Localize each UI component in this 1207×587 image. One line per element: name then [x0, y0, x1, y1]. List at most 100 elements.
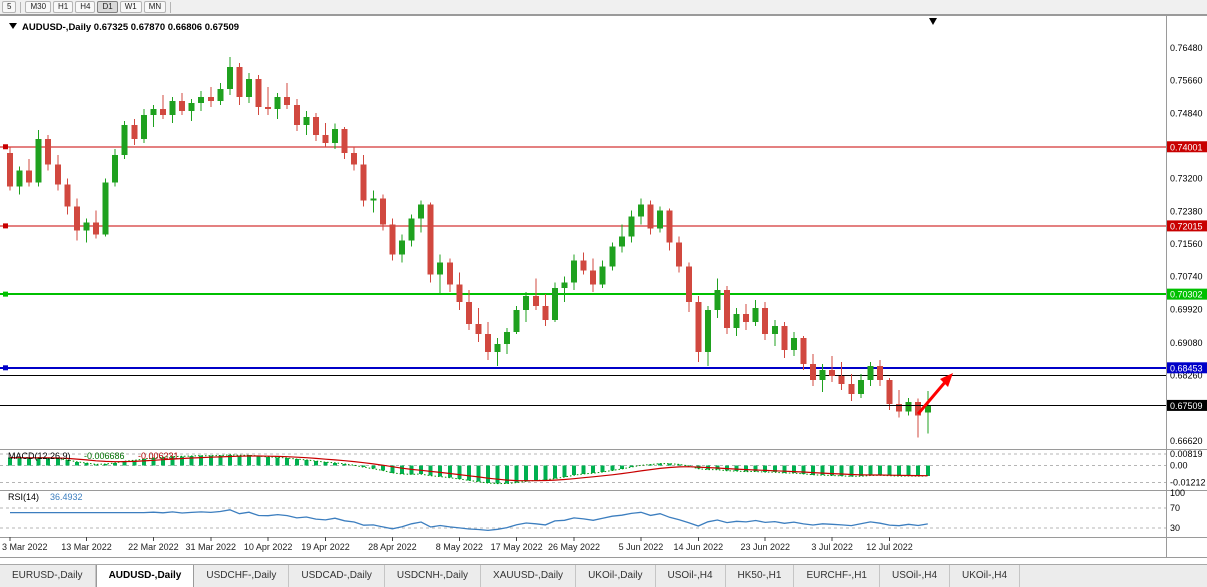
candle-body: [427, 204, 434, 275]
candle-body: [112, 154, 119, 183]
candle-body: [408, 218, 415, 241]
candle-body: [609, 246, 616, 267]
timeframe-toolbar: 5 M30 H1 H4 D1 W1 MN: [0, 0, 1207, 15]
macd-axis-label: 0.00: [1170, 461, 1188, 471]
rsi-value: 36.4932: [50, 492, 83, 502]
candle-body: [475, 324, 482, 335]
candle-body: [599, 266, 606, 285]
chart-canvas[interactable]: 0.76480 0.75660 0.74840 0.73200 0.72380 0.715…: [0, 15, 1207, 564]
level-line-anchor[interactable]: [3, 223, 8, 229]
candle-body: [532, 296, 539, 307]
candle-body: [351, 152, 358, 165]
candle-body: [332, 128, 339, 143]
tab-ukoil-daily[interactable]: UKOil-,Daily: [576, 565, 656, 587]
price-axis-label: 0.76480: [1170, 43, 1203, 53]
date-axis-label: 31 Mar 2022: [185, 542, 236, 552]
rsi-line: [10, 509, 928, 532]
level-line-anchor[interactable]: [3, 144, 8, 150]
candle-body: [274, 97, 281, 109]
candle-body: [102, 182, 109, 235]
trend-arrow[interactable]: [916, 380, 948, 415]
level-0.74001-badge: [1167, 141, 1207, 153]
candle-body: [370, 198, 377, 201]
date-axis-label: 19 Apr 2022: [301, 542, 350, 552]
timeframe-button-h4[interactable]: H4: [75, 1, 96, 13]
date-axis-label: 28 Apr 2022: [368, 542, 417, 552]
chart-shift-marker-icon[interactable]: [929, 18, 937, 25]
candle-body: [64, 184, 71, 207]
trend-arrow-head[interactable]: [940, 373, 953, 387]
candle-body: [93, 222, 100, 235]
candle-body: [762, 308, 769, 335]
timeframe-button-5[interactable]: 5: [2, 1, 17, 13]
candle-body: [389, 224, 396, 255]
level-line-anchor[interactable]: [3, 291, 8, 297]
tab-eurchf-h1[interactable]: EURCHF-,H1: [794, 565, 880, 587]
symbol-menu-icon[interactable]: [9, 23, 17, 29]
current-price-badge-label: 0.67509: [1170, 401, 1203, 411]
candle-body: [504, 332, 511, 345]
timeframe-button-d1[interactable]: D1: [97, 1, 118, 13]
candle-body: [341, 128, 348, 153]
rsi-label: RSI(14): [8, 492, 39, 502]
price-axis-label: 0.66620: [1170, 436, 1203, 446]
candle-body: [16, 170, 23, 187]
timeframe-button-mn[interactable]: MN: [143, 1, 167, 13]
candle-body: [437, 262, 444, 275]
macd-axis-label: 0.00819: [1170, 449, 1203, 459]
tab-eurusd-daily[interactable]: EURUSD-,Daily: [0, 565, 96, 587]
level-0.68453-badge-label: 0.68453: [1170, 363, 1203, 373]
candle-body: [150, 108, 157, 115]
price-axis-label: 0.72380: [1170, 206, 1203, 216]
candle-body: [418, 204, 425, 219]
tab-ukoil-h4[interactable]: UKOil-,H4: [950, 565, 1021, 587]
price-axis-label: 0.70740: [1170, 272, 1203, 282]
date-axis-label: 8 May 2022: [436, 542, 483, 552]
tab-usdcnh-daily[interactable]: USDCNH-,Daily: [384, 565, 482, 587]
candle-body: [666, 210, 673, 243]
candle-body: [54, 164, 61, 185]
tab-audusd-daily[interactable]: AUDUSD-,Daily: [95, 565, 195, 587]
candle-body: [140, 114, 147, 139]
tab-usoil-h4[interactable]: USOil-,H4: [880, 565, 951, 587]
chart-tabs-bar: EURUSD-,Daily AUDUSD-,Daily USDCHF-,Daily U…: [0, 564, 1207, 587]
level-line-anchor[interactable]: [3, 365, 8, 371]
tab-hk50-h1[interactable]: HK50-,H1: [725, 565, 795, 587]
date-axis-label: 12 Jul 2022: [866, 542, 913, 552]
candle-body: [637, 204, 644, 217]
candle-body: [657, 210, 664, 229]
candle-body: [236, 67, 243, 98]
candle-body: [733, 314, 740, 329]
timeframe-button-m30[interactable]: M30: [25, 1, 52, 13]
candle-body: [322, 134, 329, 143]
candle-body: [695, 302, 702, 352]
tab-usdchf-daily[interactable]: USDCHF-,Daily: [194, 565, 290, 587]
price-axis-label: 0.75660: [1170, 76, 1203, 86]
candle-body: [829, 369, 836, 376]
candle-body: [580, 260, 587, 271]
rsi-axis-label: 30: [1170, 523, 1180, 533]
timeframe-button-w1[interactable]: W1: [119, 1, 142, 13]
candle-body: [284, 97, 291, 105]
date-axis-label: 22 Mar 2022: [128, 542, 179, 552]
candle-body: [45, 138, 52, 165]
candle-body: [312, 116, 319, 135]
date-axis-label: 5 Jun 2022: [619, 542, 664, 552]
macd-signal-line: [10, 455, 928, 482]
date-axis-label: 3 Jul 2022: [811, 542, 853, 552]
price-axis-label: 0.74840: [1170, 108, 1203, 118]
tab-usoil-h4[interactable]: USOil-,H4: [655, 565, 726, 587]
candle-body: [857, 379, 864, 394]
tab-xauusd-daily[interactable]: XAUUSD-,Daily: [481, 565, 577, 587]
candle-body: [752, 308, 759, 323]
candle-body: [685, 266, 692, 303]
candle-body: [121, 124, 128, 155]
tab-usdcad-daily[interactable]: USDCAD-,Daily: [289, 565, 385, 587]
candle-body: [724, 290, 730, 329]
candle-body: [26, 170, 33, 183]
candle-body: [647, 204, 654, 229]
rsi-axis-label: 100: [1170, 488, 1185, 498]
timeframe-button-h1[interactable]: H1: [53, 1, 74, 13]
level-0.70302-badge-label: 0.70302: [1170, 290, 1203, 300]
